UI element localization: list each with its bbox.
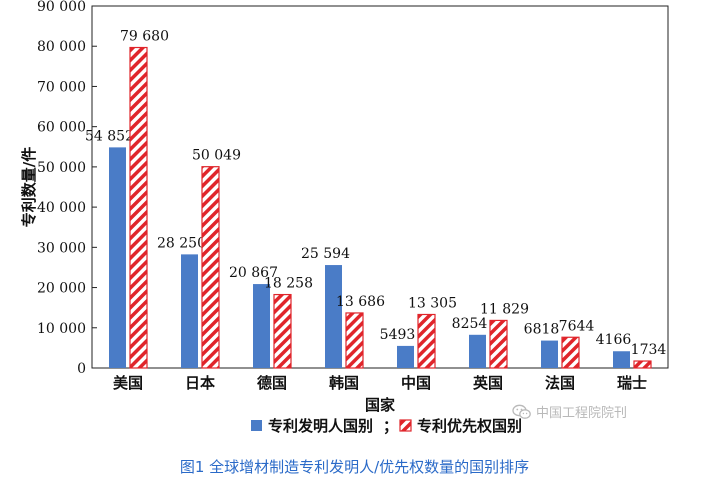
data-label: 54 852 [85,128,134,144]
x-tick-label: 德国 [257,374,287,392]
bar-priority [129,46,148,369]
y-tick-label: 20 000 [37,281,86,297]
bar-inventor [253,284,270,368]
bar-priority [633,360,652,369]
x-tick-label: 中国 [401,374,431,392]
plot-frame [91,5,669,369]
data-label: 25 594 [301,246,350,262]
data-label: 6818 [524,322,560,338]
bar-chart: 0 10 000 20 000 30 000 40 000 50 000 60 000 70 … [20,0,669,435]
legend-swatch-inventor [251,420,262,431]
bar-inventor [613,351,630,368]
bar-priority [345,312,364,369]
y-tick-label: 0 [77,361,86,377]
data-label: 5493 [380,327,416,343]
x-tick-label: 韩国 [329,374,359,392]
data-label: 13 686 [336,294,385,310]
wechat-icon [512,404,531,419]
bar-inventor [109,147,126,368]
data-label: 4166 [596,332,632,348]
y-tick-label: 80 000 [37,39,86,55]
y-tick-label: 90 000 [37,0,86,15]
bar-inventor [541,340,558,368]
x-tick-label: 日本 [185,374,215,392]
y-tick-label: 40 000 [37,200,86,216]
y-tick-label: 60 000 [37,120,86,136]
x-axis-title: 国家 [365,396,395,414]
bar-priority [489,319,508,369]
bar-priority [561,336,580,369]
figure-caption: 图1 全球增材制造专利发明人/优先权数量的国别排序 [179,458,530,476]
data-label: 11 829 [480,301,529,317]
watermark-text: 中国工程院院刊 [536,406,628,421]
legend-label-priority: 专利优先权国别 [417,417,522,435]
bar-inventor [325,265,342,368]
data-label: 8254 [452,316,488,332]
data-label: 20 867 [229,265,278,281]
bar-priority [273,293,292,369]
y-axis-title: 专利数量/件 [20,147,38,227]
x-tick-label: 美国 [113,374,143,392]
y-tick-label: 30 000 [37,240,86,256]
x-tick-label: 瑞士 [617,374,647,392]
data-label: 1734 [631,342,667,358]
y-tick-label: 70 000 [37,79,86,95]
x-tick-label: 英国 [473,374,503,392]
data-label: 50 049 [192,148,241,164]
watermark: 中国工程院院刊 [512,402,627,421]
legend-label-inventor: 专利发明人国别 [268,417,373,435]
legend-swatch-priority [399,419,412,432]
bar-priority [201,166,220,369]
data-label: 28 250 [157,235,206,251]
data-label: 79 680 [120,29,169,45]
y-tick-label: 10 000 [37,321,86,337]
bar-priority [417,313,436,369]
bar-inventor [469,334,486,368]
bar-inventor [181,254,198,368]
x-tick-label: 法国 [545,374,575,392]
data-label: 18 258 [264,276,313,292]
data-label: 13 305 [408,295,457,311]
data-label: 7644 [559,318,595,334]
y-tick-label: 50 000 [37,160,86,176]
legend-separator: ； [383,417,398,435]
bar-inventor [397,345,414,368]
